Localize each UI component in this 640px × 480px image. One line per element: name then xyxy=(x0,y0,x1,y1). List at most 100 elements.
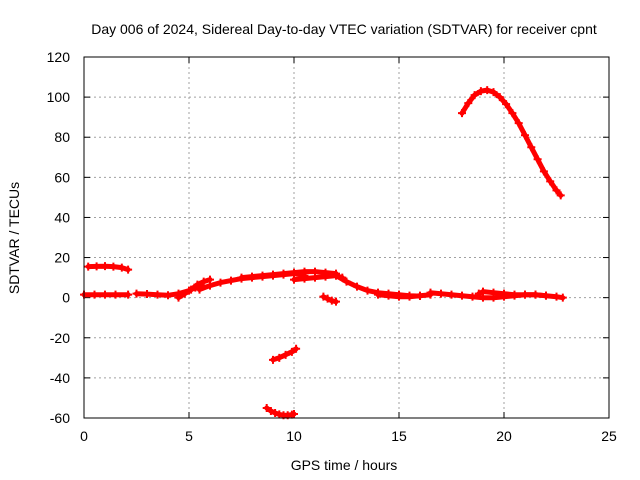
data-point xyxy=(279,269,288,278)
y-axis-label: SDTVAR / TECUs xyxy=(6,182,22,294)
data-point xyxy=(199,277,208,286)
data-point xyxy=(533,155,542,164)
data-point xyxy=(405,292,414,301)
data-point xyxy=(143,290,151,299)
data-point xyxy=(542,291,550,300)
data-point xyxy=(109,262,118,271)
data-point xyxy=(546,177,555,186)
data-point xyxy=(332,271,340,280)
y-tick-label: 60 xyxy=(54,169,70,185)
data-point xyxy=(323,294,332,303)
data-point xyxy=(174,293,183,302)
data-point xyxy=(153,290,162,299)
data-point xyxy=(489,88,498,97)
data-point xyxy=(556,191,565,200)
y-tick-label: 120 xyxy=(47,49,71,65)
data-point xyxy=(527,143,536,152)
data-point xyxy=(187,285,196,294)
axis-ticks: 0 5 10 15 20 25 -60 -40 -20 0 20 40 60 80 100 120 xyxy=(47,49,617,444)
data-point xyxy=(84,262,93,271)
x-tick-label: 25 xyxy=(601,428,617,444)
data-point xyxy=(458,109,466,118)
data-point xyxy=(124,290,133,299)
x-tick-label: 20 xyxy=(496,428,512,444)
data-point xyxy=(468,292,477,301)
data-point xyxy=(447,290,456,299)
data-point xyxy=(558,293,567,302)
series-line-arc-6 xyxy=(239,269,339,281)
data-point xyxy=(514,119,523,128)
data-point xyxy=(416,291,424,300)
data-point xyxy=(124,265,133,274)
data-point xyxy=(290,409,298,418)
data-point xyxy=(101,290,109,299)
data-point xyxy=(384,291,393,300)
data-point xyxy=(193,280,202,289)
data-point xyxy=(508,109,517,118)
x-tick-label: 5 xyxy=(185,428,193,444)
data-point xyxy=(552,186,561,195)
data-point xyxy=(495,93,504,102)
data-point xyxy=(111,290,120,299)
data-point xyxy=(195,285,204,294)
data-point xyxy=(476,87,485,96)
data-point xyxy=(281,350,290,359)
y-tick-label: 0 xyxy=(62,290,70,306)
data-point xyxy=(117,263,126,272)
data-point xyxy=(321,272,330,281)
data-point xyxy=(287,347,296,356)
data-point xyxy=(474,289,483,298)
data-point xyxy=(319,292,328,301)
data-point xyxy=(164,291,172,300)
data-point xyxy=(502,100,511,109)
grid-lines xyxy=(84,57,609,418)
data-point xyxy=(248,272,256,281)
data-point xyxy=(300,267,309,276)
data-point xyxy=(489,288,498,297)
data-point xyxy=(206,281,214,290)
data-point xyxy=(437,289,445,298)
data-point xyxy=(395,292,403,301)
data-point xyxy=(458,291,466,300)
data-point xyxy=(470,91,479,100)
data-point xyxy=(269,270,277,279)
data-point xyxy=(311,273,319,282)
y-tick-label: -60 xyxy=(50,410,70,426)
x-axis-label: GPS time / hours xyxy=(291,457,398,473)
data-point xyxy=(292,344,301,353)
data-point xyxy=(327,296,336,305)
data-point xyxy=(500,289,508,298)
y-tick-label: 80 xyxy=(54,129,70,145)
data-point xyxy=(290,275,298,284)
x-tick-label: 10 xyxy=(286,428,302,444)
data-points xyxy=(80,86,567,420)
chart-title: Day 006 of 2024, Sidereal Day-to-day VTE… xyxy=(91,21,597,37)
x-tick-label: 15 xyxy=(391,428,407,444)
x-tick-label: 0 xyxy=(80,428,88,444)
data-point xyxy=(262,403,271,412)
data-point xyxy=(216,278,225,287)
data-point xyxy=(237,273,246,282)
data-point xyxy=(266,406,275,415)
data-point xyxy=(180,289,189,298)
data-point xyxy=(479,287,487,296)
data-point xyxy=(342,277,351,286)
data-point xyxy=(290,268,298,277)
data-point xyxy=(90,290,99,299)
y-tick-label: 100 xyxy=(47,89,71,105)
data-point xyxy=(353,282,361,291)
data-point xyxy=(92,262,101,271)
data-point xyxy=(132,289,141,298)
data-point xyxy=(269,355,277,364)
data-point xyxy=(275,353,284,362)
data-point xyxy=(539,167,548,176)
data-point xyxy=(464,99,473,108)
data-point xyxy=(332,297,340,306)
plot-frame xyxy=(83,56,610,419)
y-tick-label: -20 xyxy=(50,330,70,346)
data-point xyxy=(300,274,309,283)
data-point xyxy=(258,271,267,280)
data-point xyxy=(521,290,529,299)
data-point xyxy=(510,290,519,299)
